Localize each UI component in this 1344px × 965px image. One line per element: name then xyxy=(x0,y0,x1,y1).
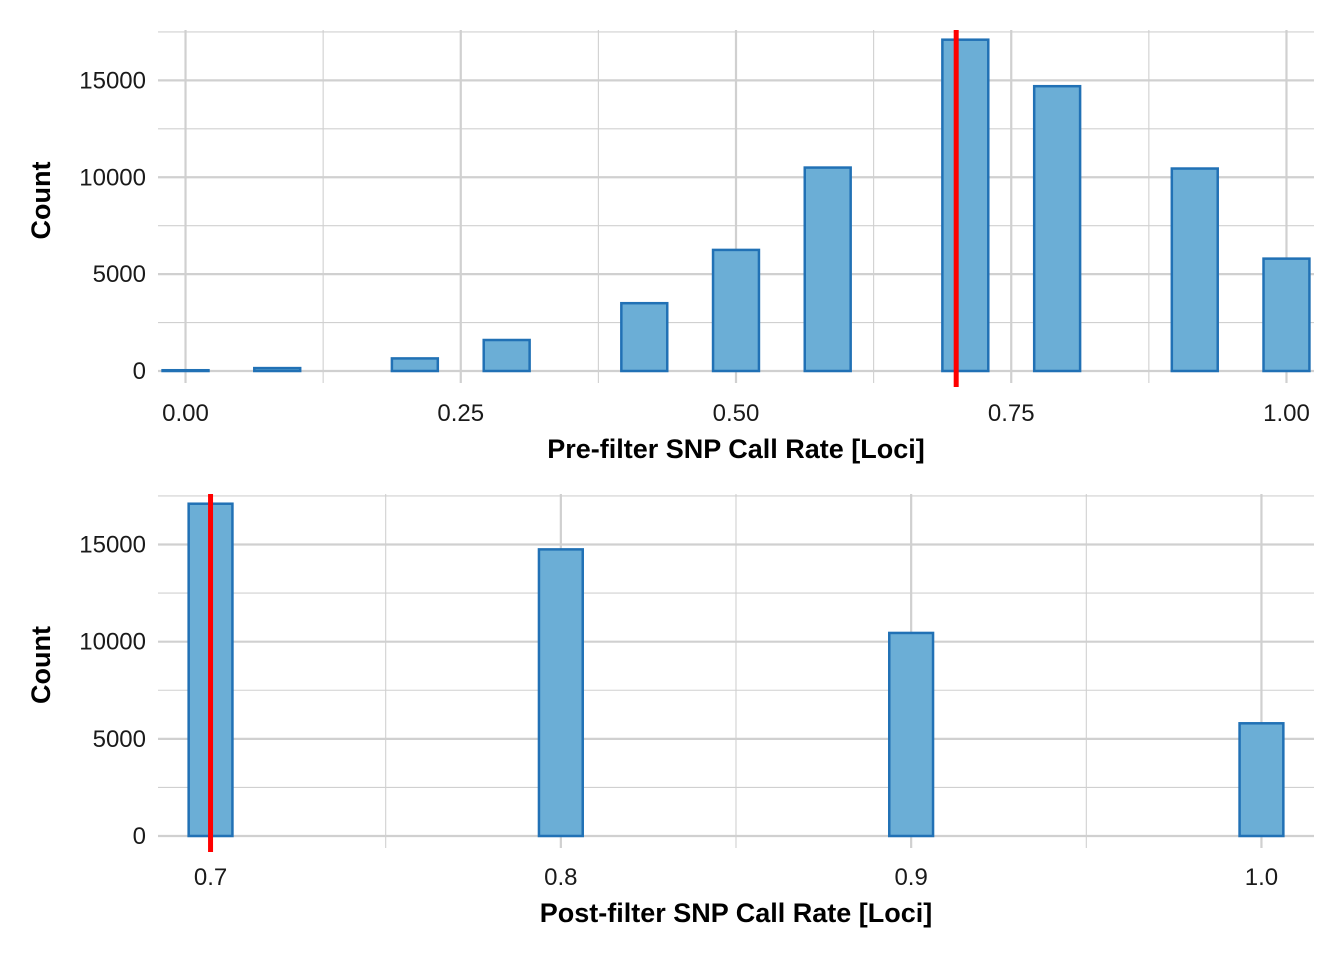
chart-panel-2: 0.7 0.8 0.9 1.0 0 5000 10000 15000 Post-filter S… xyxy=(26,494,1314,928)
histogram-bar xyxy=(253,366,302,373)
x-tick-label: 0.75 xyxy=(988,400,1035,427)
y-tick-label: 5000 xyxy=(93,726,146,753)
x-tick-label: 0.7 xyxy=(194,864,227,891)
histogram-bar xyxy=(537,548,584,838)
histogram-bar xyxy=(482,338,531,373)
y-tick-label: 0 xyxy=(133,358,146,385)
y-tick-label: 15000 xyxy=(79,67,146,94)
histogram-bar xyxy=(888,631,935,838)
x-tick-label: 0.25 xyxy=(437,400,484,427)
x-tick-label: 0.8 xyxy=(544,864,577,891)
y-tick-label: 10000 xyxy=(79,164,146,191)
histogram-bar xyxy=(390,357,440,373)
y-tick-label: 10000 xyxy=(79,629,146,656)
x-axis-title: Pre-filter SNP Call Rate [Loci] xyxy=(547,434,925,464)
x-tick-label: 1.0 xyxy=(1245,864,1278,891)
y-tick-label: 15000 xyxy=(79,532,146,559)
histogram-bar xyxy=(161,368,210,373)
y-axis-title: Count xyxy=(26,626,56,704)
x-axis-title: Post-filter SNP Call Rate [Loci] xyxy=(540,898,933,928)
histogram-bar xyxy=(1170,167,1219,373)
histogram-bar xyxy=(1032,84,1082,373)
x-tick-label: 0.50 xyxy=(713,400,760,427)
histogram-bar xyxy=(620,301,669,373)
histogram-bar xyxy=(1238,722,1285,838)
histogram-bar xyxy=(941,38,990,373)
y-tick-label: 0 xyxy=(133,823,146,850)
chart-panel-1: 0.00 0.25 0.50 0.75 1.00 0 5000 10000 15000 Pre-f… xyxy=(26,30,1314,464)
x-tick-label: 0.9 xyxy=(894,864,927,891)
histogram-bar xyxy=(803,166,852,373)
y-axis-title: Count xyxy=(26,162,56,240)
x-tick-label: 1.00 xyxy=(1263,400,1310,427)
x-tick-label: 0.00 xyxy=(162,400,209,427)
histogram-bar xyxy=(1262,257,1311,373)
histogram-bar xyxy=(711,248,761,373)
y-tick-label: 5000 xyxy=(93,261,146,288)
